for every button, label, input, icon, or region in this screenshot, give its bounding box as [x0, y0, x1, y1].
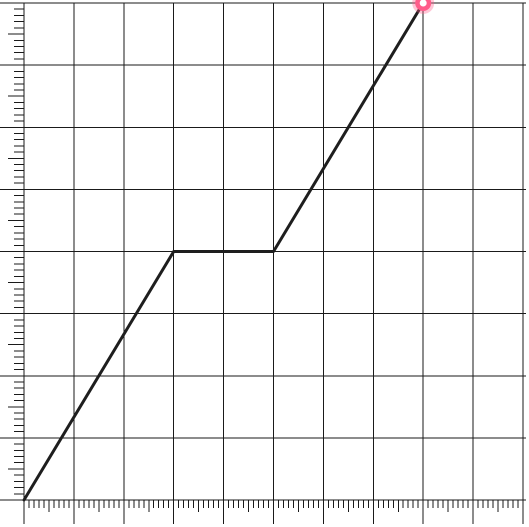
series-line: [22, 1, 425, 502]
highlight-marker: [412, 0, 435, 14]
data-series: [22, 1, 425, 502]
highlight-center: [419, 0, 427, 7]
